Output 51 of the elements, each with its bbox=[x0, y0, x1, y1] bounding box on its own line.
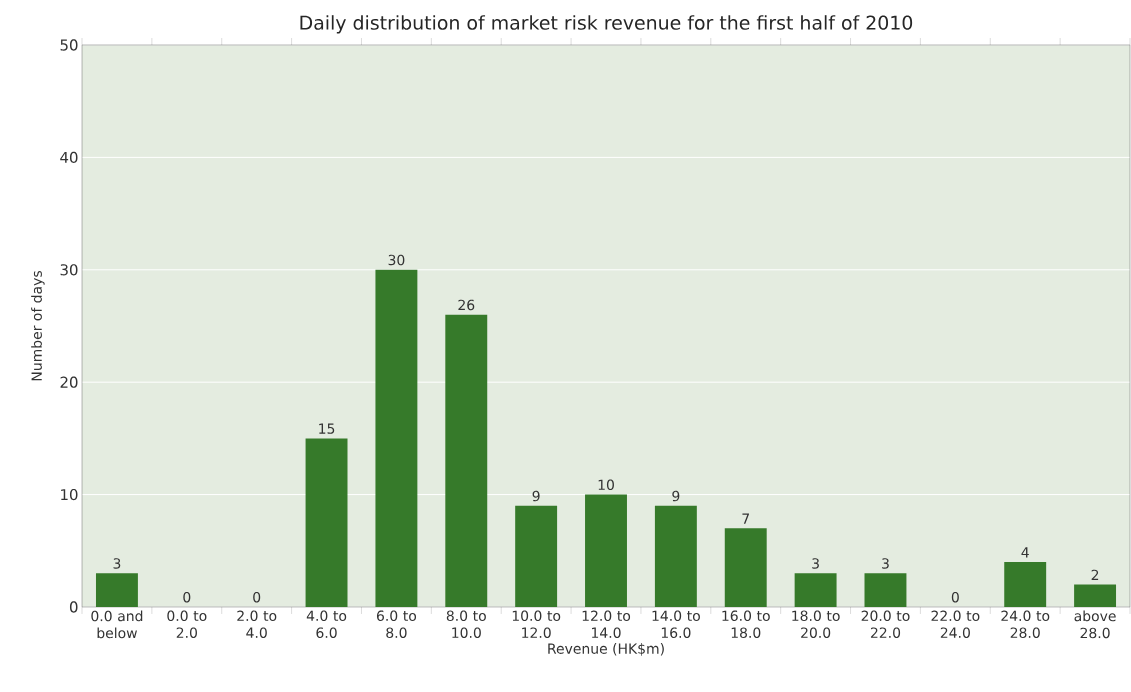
data-label: 3 bbox=[812, 558, 819, 569]
data-label: 2 bbox=[1091, 569, 1099, 580]
bar bbox=[585, 494, 627, 607]
bar bbox=[654, 505, 697, 607]
x-tick-label: 4.0 to 6.0 bbox=[306, 610, 347, 638]
bar bbox=[445, 314, 488, 607]
x-tick-label: above 28.0 bbox=[1074, 610, 1116, 639]
bar bbox=[794, 573, 837, 607]
y-tick-label: 50 bbox=[60, 39, 78, 51]
chart-title: Daily distribution of market risk revenue for the first half of 2010 bbox=[300, 15, 913, 34]
data-label: 0 bbox=[183, 591, 191, 603]
data-label: 3 bbox=[113, 558, 121, 569]
bar bbox=[95, 573, 138, 607]
y-tick-label: 0 bbox=[69, 601, 78, 613]
data-label: 10 bbox=[598, 479, 614, 491]
x-tick-label: 0.0 to 2.0 bbox=[167, 610, 207, 638]
data-label: 3 bbox=[882, 558, 889, 569]
x-tick-label: 24.0 to 28.0 bbox=[1001, 610, 1050, 638]
x-axis-title: Revenue (HK$m) bbox=[548, 643, 664, 656]
data-label: 0 bbox=[951, 591, 959, 603]
data-label: 9 bbox=[532, 490, 540, 502]
x-tick-label: 18.0 to 20.0 bbox=[792, 610, 840, 638]
y-tick-label: 30 bbox=[60, 264, 78, 276]
bar bbox=[305, 438, 348, 607]
x-tick-label: 0.0 and below bbox=[91, 610, 143, 639]
data-label: 0 bbox=[253, 591, 261, 603]
x-tick-label: 12.0 to 14.0 bbox=[582, 610, 631, 638]
x-tick-label: 6.0 to 8.0 bbox=[376, 610, 417, 638]
y-axis-title: Number of days bbox=[31, 271, 45, 381]
bar bbox=[724, 528, 767, 607]
data-label: 9 bbox=[672, 490, 680, 502]
x-tick-label: 8.0 to 10.0 bbox=[446, 610, 486, 638]
bar bbox=[515, 505, 558, 607]
data-label: 7 bbox=[742, 513, 749, 524]
y-tick-label: 10 bbox=[61, 488, 78, 501]
x-tick-label: 10.0 to 12.0 bbox=[512, 610, 561, 638]
x-tick-label: 14.0 to 16.0 bbox=[652, 610, 700, 638]
data-label: 4 bbox=[1021, 547, 1029, 558]
bar bbox=[864, 573, 907, 607]
x-tick-label: 16.0 to 18.0 bbox=[722, 610, 770, 638]
bar bbox=[375, 269, 418, 607]
data-label: 30 bbox=[388, 254, 405, 266]
y-tick-label: 40 bbox=[60, 151, 78, 164]
x-tick-label: 22.0 to 24.0 bbox=[931, 610, 980, 638]
x-tick-label: 2.0 to 4.0 bbox=[237, 610, 277, 638]
y-tick-label: 20 bbox=[60, 376, 78, 388]
bar bbox=[1074, 584, 1117, 607]
x-tick-label: 20.0 to 22.0 bbox=[861, 610, 910, 638]
data-label: 15 bbox=[319, 423, 335, 434]
data-label: 26 bbox=[458, 299, 475, 311]
bar bbox=[1004, 562, 1047, 607]
